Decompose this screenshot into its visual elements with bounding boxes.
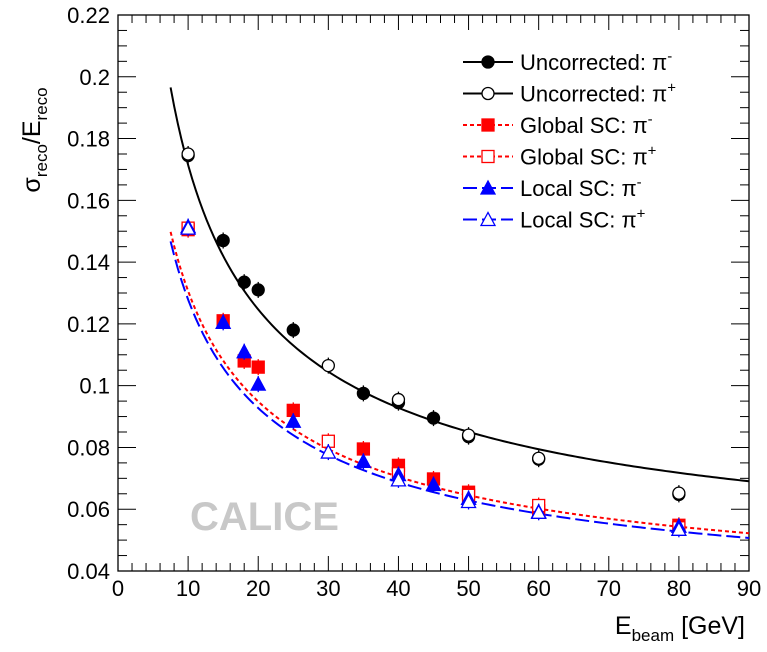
fit-curves: [169, 87, 750, 539]
legend-marker: [479, 179, 497, 195]
data-point: [461, 428, 476, 442]
legend-label: Uncorrected: π-: [520, 48, 672, 75]
x-axis-title: Ebeam [GeV]: [615, 612, 745, 645]
x-tick-label: 20: [246, 576, 270, 601]
y-tick-label: 0.12: [67, 312, 110, 337]
x-tick-labels: 0 10 20 30 40 50 60 70 80 90: [112, 576, 761, 601]
legend-label-sup: +: [637, 206, 646, 223]
legend-label-text: Global SC: π: [520, 145, 648, 170]
data-point: [181, 147, 195, 161]
data-point: [425, 476, 442, 492]
y-tick-label: 0.08: [67, 435, 110, 460]
x-tick-label: 90: [737, 576, 761, 601]
data-point: [532, 451, 546, 465]
legend-marker: [479, 211, 497, 227]
x-tick-label: 50: [456, 576, 480, 601]
y-tick-label: 0.14: [67, 250, 110, 275]
y-axis-title-sub2: reco: [32, 87, 51, 120]
data-point: [320, 443, 337, 459]
legend-marker: [481, 55, 495, 69]
data-point: [356, 386, 371, 401]
legend-label-sup: -: [667, 48, 672, 65]
data-point: [285, 412, 302, 428]
data-point: [180, 219, 197, 235]
x-tick-label: 60: [526, 576, 550, 601]
legend-label: Local SC: π-: [520, 174, 642, 201]
legend-label-sup: +: [667, 80, 676, 97]
legend-label: Global SC: π+: [520, 143, 657, 170]
data-point: [237, 275, 251, 289]
legend-label-text: Global SC: π: [520, 113, 648, 138]
y-axis-title-sigma: σ: [18, 177, 46, 193]
legend: Uncorrected: π-Uncorrected: π+Global SC:…: [463, 48, 676, 233]
y-axis-title: σreco/Ereco: [18, 87, 51, 192]
legend-label-sup: -: [648, 111, 653, 128]
legend-label-text: Local SC: π: [520, 208, 637, 233]
data-point: [672, 486, 686, 500]
data-points: [180, 146, 687, 538]
legend-label-text: Uncorrected: π: [520, 82, 667, 107]
data-point: [530, 503, 547, 519]
x-axis-title-main: E: [615, 612, 632, 640]
y-tick-label: 0.2: [79, 65, 110, 90]
data-point: [236, 343, 253, 359]
x-tick-label: 40: [386, 576, 410, 601]
legend-label-sup: +: [648, 143, 657, 160]
y-tick-label: 0.22: [67, 3, 110, 28]
x-tick-label: 0: [112, 576, 124, 601]
legend-label-text: Uncorrected: π: [520, 50, 667, 75]
data-point: [216, 233, 230, 248]
data-point: [286, 323, 300, 337]
y-tick-label: 0.06: [67, 497, 110, 522]
data-point: [426, 411, 441, 425]
legend-label: Local SC: π+: [520, 206, 646, 233]
data-point: [250, 375, 267, 391]
x-tick-label: 70: [597, 576, 621, 601]
legend-marker: [481, 118, 495, 132]
x-axis-title-sub: beam: [632, 626, 675, 645]
data-point: [251, 283, 265, 297]
watermark-label: CALICE: [190, 495, 339, 539]
x-tick-label: 10: [176, 576, 200, 601]
y-tick-label: 0.1: [79, 374, 110, 399]
data-point: [390, 471, 407, 487]
x-axis-title-unit: [GeV]: [674, 612, 745, 640]
fit-curve-2: [169, 241, 750, 539]
legend-label: Uncorrected: π+: [520, 80, 676, 107]
x-tick-label: 80: [667, 576, 691, 601]
data-point: [251, 360, 265, 374]
y-tick-label: 0.04: [67, 559, 110, 584]
y-tick-label: 0.18: [67, 127, 110, 152]
x-tick-label: 30: [316, 576, 340, 601]
fit-curve-0: [169, 87, 750, 483]
y-axis-title-mid: /E: [18, 120, 46, 144]
data-point: [460, 493, 477, 509]
axis-ticks: [117, 14, 750, 572]
legend-marker: [481, 86, 495, 101]
fit-curve-1: [169, 231, 750, 535]
data-point: [215, 313, 232, 329]
legend-label-text: Local SC: π: [520, 176, 637, 201]
legend-label-sup: -: [637, 174, 642, 191]
data-point: [670, 520, 687, 536]
legend-label: Global SC: π-: [520, 111, 653, 138]
legend-marker: [481, 149, 495, 164]
data-point: [321, 358, 335, 373]
y-tick-labels: 0.04 0.06 0.08 0.1 0.12 0.14 0.16 0.18 0.2 0.22: [67, 3, 110, 584]
y-tick-label: 0.16: [67, 188, 110, 213]
data-point: [391, 392, 406, 407]
data-point: [355, 452, 372, 468]
y-axis-title-sub1: reco: [32, 144, 51, 177]
